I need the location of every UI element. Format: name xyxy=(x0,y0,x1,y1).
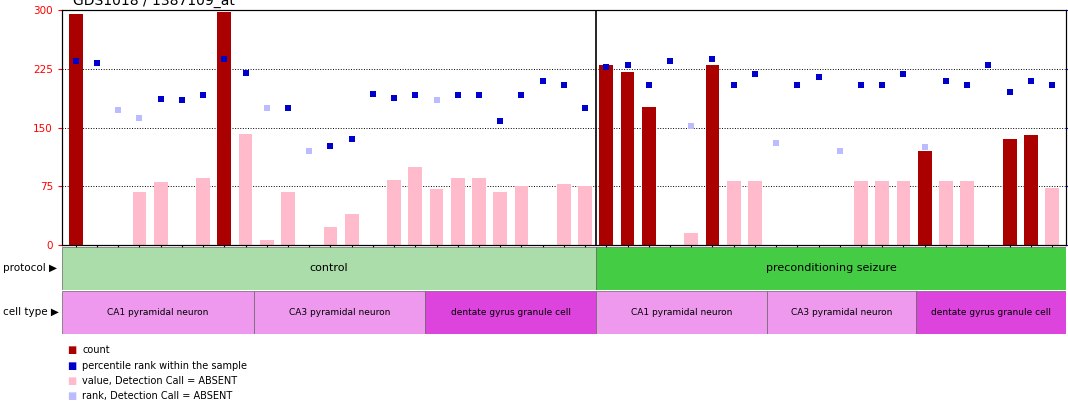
Text: value, Detection Call = ABSENT: value, Detection Call = ABSENT xyxy=(82,376,237,386)
Bar xyxy=(132,192,146,245)
Bar xyxy=(425,291,596,334)
Bar xyxy=(917,151,931,245)
Bar xyxy=(876,181,890,245)
Bar xyxy=(685,233,698,245)
Bar xyxy=(408,167,422,245)
Bar xyxy=(767,291,916,334)
Bar xyxy=(324,227,337,245)
Bar xyxy=(260,239,273,245)
Text: CA1 pyramidal neuron: CA1 pyramidal neuron xyxy=(108,308,208,317)
Text: rank, Detection Call = ABSENT: rank, Detection Call = ABSENT xyxy=(82,392,233,401)
Text: ■: ■ xyxy=(67,345,77,355)
Bar xyxy=(281,192,295,245)
Bar xyxy=(727,181,740,245)
Bar xyxy=(1003,139,1017,245)
Bar xyxy=(451,179,465,245)
Text: control: control xyxy=(310,263,348,273)
Text: dentate gyrus granule cell: dentate gyrus granule cell xyxy=(451,308,570,317)
Bar xyxy=(916,291,1066,334)
Bar xyxy=(154,182,168,245)
Bar xyxy=(748,181,761,245)
Bar xyxy=(429,189,443,245)
Bar xyxy=(472,179,486,245)
Text: GDS1018 / 1387109_at: GDS1018 / 1387109_at xyxy=(73,0,235,8)
Text: ■: ■ xyxy=(67,376,77,386)
Text: CA3 pyramidal neuron: CA3 pyramidal neuron xyxy=(791,308,892,317)
Bar xyxy=(197,179,210,245)
Bar xyxy=(218,13,231,245)
Bar xyxy=(596,247,1066,290)
Bar xyxy=(642,107,656,245)
Bar xyxy=(345,214,359,245)
Bar xyxy=(578,186,592,245)
Bar xyxy=(621,222,634,245)
Bar xyxy=(960,181,974,245)
Bar xyxy=(706,65,720,245)
Bar xyxy=(621,72,634,245)
Bar xyxy=(1046,188,1059,245)
Bar xyxy=(599,65,613,245)
Bar xyxy=(596,291,767,334)
Bar xyxy=(68,14,82,245)
Text: ■: ■ xyxy=(67,361,77,371)
Bar xyxy=(62,291,254,334)
Bar xyxy=(939,181,953,245)
Text: cell type ▶: cell type ▶ xyxy=(3,307,59,318)
Bar xyxy=(557,184,570,245)
Bar xyxy=(62,247,596,290)
Text: protocol ▶: protocol ▶ xyxy=(3,263,58,273)
Bar xyxy=(493,192,507,245)
Bar xyxy=(238,134,252,245)
Text: CA3 pyramidal neuron: CA3 pyramidal neuron xyxy=(289,308,390,317)
Bar xyxy=(388,180,400,245)
Bar xyxy=(1024,134,1038,245)
Bar xyxy=(897,181,910,245)
Text: CA1 pyramidal neuron: CA1 pyramidal neuron xyxy=(631,308,732,317)
Text: percentile rank within the sample: percentile rank within the sample xyxy=(82,361,247,371)
Text: count: count xyxy=(82,345,110,355)
Bar xyxy=(854,181,868,245)
Text: preconditioning seizure: preconditioning seizure xyxy=(766,263,896,273)
Bar xyxy=(515,186,529,245)
Text: ■: ■ xyxy=(67,392,77,401)
Bar xyxy=(254,291,425,334)
Text: dentate gyrus granule cell: dentate gyrus granule cell xyxy=(931,308,1051,317)
